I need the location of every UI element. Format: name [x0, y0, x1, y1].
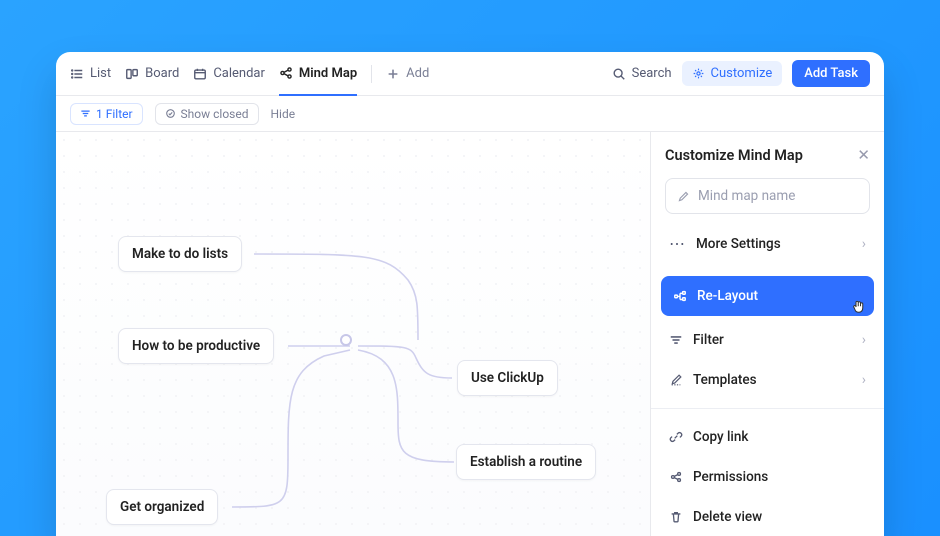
- tab-list[interactable]: List: [70, 52, 111, 96]
- delete-view-label: Delete view: [693, 509, 866, 525]
- tab-mindmap[interactable]: Mind Map: [279, 52, 357, 96]
- filter-label: Filter: [693, 332, 852, 348]
- tab-list-label: List: [90, 66, 111, 81]
- panel-more-settings[interactable]: ⋯ More Settings ›: [665, 224, 870, 264]
- tab-board-label: Board: [145, 66, 179, 81]
- mindmap-node[interactable]: How to be productive: [118, 328, 274, 364]
- mindmap-canvas[interactable]: Make to do lists How to be productive Get …: [56, 132, 650, 536]
- tab-mindmap-label: Mind Map: [299, 66, 357, 81]
- chevron-right-icon: ›: [862, 236, 866, 252]
- permissions-label: Permissions: [693, 469, 866, 485]
- tab-calendar[interactable]: Calendar: [193, 52, 265, 96]
- templates-icon: [669, 373, 683, 387]
- panel-copy-link[interactable]: Copy link: [665, 417, 870, 457]
- mindmap-node[interactable]: Get organized: [106, 489, 218, 525]
- filter-icon: [669, 333, 683, 347]
- plus-icon: [386, 67, 400, 81]
- add-task-label: Add Task: [804, 66, 858, 81]
- panel-title: Customize Mind Map: [665, 147, 803, 164]
- tab-add-label: Add: [406, 66, 429, 81]
- customize-label: Customize: [711, 66, 773, 81]
- filter-icon: [80, 108, 91, 119]
- name-placeholder: Mind map name: [698, 188, 795, 204]
- panel-header: Customize Mind Map ✕: [665, 146, 870, 164]
- mindmap-node[interactable]: Use ClickUp: [457, 360, 558, 396]
- board-icon: [125, 67, 139, 81]
- mindmap-center-node[interactable]: [340, 334, 352, 346]
- tab-add[interactable]: Add: [386, 52, 429, 96]
- chevron-right-icon: ›: [862, 332, 866, 348]
- search-button[interactable]: Search: [612, 66, 672, 81]
- mindmap-icon: [279, 66, 293, 80]
- templates-label: Templates: [693, 372, 852, 388]
- filter-chip[interactable]: 1 Filter: [70, 103, 143, 125]
- filter-chip-label: 1 Filter: [96, 107, 133, 121]
- panel-delete-view[interactable]: Delete view: [665, 497, 870, 536]
- tab-divider: [371, 65, 372, 83]
- link-icon: [669, 430, 683, 444]
- mindmap-node[interactable]: Establish a routine: [456, 444, 596, 480]
- content-area: Make to do lists How to be productive Get …: [56, 132, 884, 536]
- relayout-label: Re-Layout: [697, 288, 862, 304]
- panel-relayout[interactable]: Re-Layout: [661, 276, 874, 316]
- more-settings-label: More Settings: [696, 236, 852, 252]
- view-tabs: List Board Calendar Mind Map Add Search: [56, 52, 884, 96]
- add-task-button[interactable]: Add Task: [792, 60, 870, 87]
- calendar-icon: [193, 67, 207, 81]
- gear-icon: [692, 67, 705, 80]
- customize-panel: Customize Mind Map ✕ Mind map name ⋯ Mor…: [650, 132, 884, 536]
- hide-label: Hide: [271, 107, 296, 121]
- mindmap-name-input[interactable]: Mind map name: [665, 178, 870, 214]
- relayout-icon: [673, 289, 687, 303]
- app-window: List Board Calendar Mind Map Add Search: [56, 52, 884, 536]
- panel-separator: [651, 408, 884, 409]
- pencil-icon: [677, 190, 690, 203]
- tab-board[interactable]: Board: [125, 52, 179, 96]
- filter-bar: 1 Filter Show closed Hide: [56, 96, 884, 132]
- close-icon[interactable]: ✕: [857, 146, 870, 164]
- copy-link-label: Copy link: [693, 429, 866, 445]
- share-icon: [669, 470, 683, 484]
- panel-permissions[interactable]: Permissions: [665, 457, 870, 497]
- show-closed-label: Show closed: [181, 107, 249, 121]
- customize-button[interactable]: Customize: [682, 61, 783, 86]
- search-label: Search: [632, 66, 672, 81]
- search-icon: [612, 67, 626, 81]
- check-circle-icon: [165, 108, 176, 119]
- hide-link[interactable]: Hide: [271, 107, 296, 121]
- list-icon: [70, 67, 84, 81]
- panel-templates[interactable]: Templates ›: [665, 360, 870, 400]
- cursor-hand-icon: [850, 298, 868, 316]
- tab-calendar-label: Calendar: [213, 66, 265, 81]
- chevron-right-icon: ›: [862, 372, 866, 388]
- trash-icon: [669, 510, 683, 524]
- topbar-right: Search Customize Add Task: [612, 60, 870, 87]
- mindmap-node[interactable]: Make to do lists: [118, 236, 242, 272]
- panel-filter[interactable]: Filter ›: [665, 320, 870, 360]
- show-closed-chip[interactable]: Show closed: [155, 103, 259, 125]
